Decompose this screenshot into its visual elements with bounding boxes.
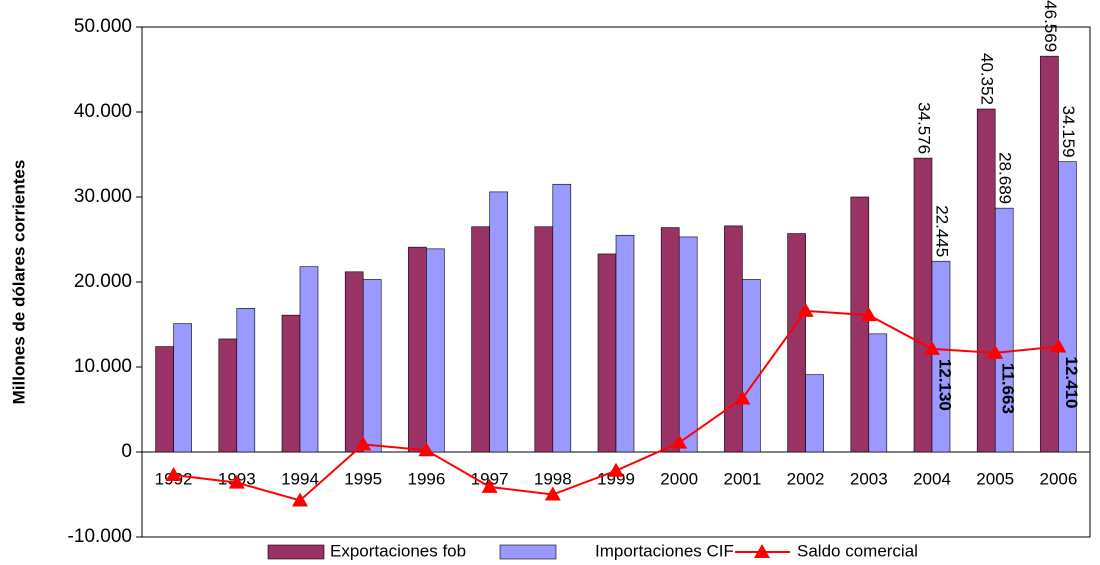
bar bbox=[787, 233, 806, 453]
legend-swatch bbox=[267, 544, 325, 560]
line-marker bbox=[860, 307, 877, 322]
x-tick-label: 1996 bbox=[407, 469, 445, 488]
line-marker bbox=[481, 478, 498, 493]
bar bbox=[597, 253, 617, 453]
bar-value-label: 34.576 bbox=[915, 102, 934, 154]
x-tick-label: 2002 bbox=[787, 469, 825, 488]
x-tick-label: 1998 bbox=[534, 469, 572, 488]
bar bbox=[913, 157, 933, 453]
line-marker bbox=[544, 486, 561, 501]
bar bbox=[218, 338, 238, 453]
y-tick-label: 30.000 bbox=[74, 186, 132, 207]
line-marker bbox=[165, 466, 182, 481]
bar bbox=[850, 196, 870, 453]
x-tick-label: 2000 bbox=[660, 469, 698, 488]
line-value-label: 12.410 bbox=[1062, 357, 1081, 409]
line-marker bbox=[797, 302, 814, 317]
x-tick-label: 2003 bbox=[850, 469, 888, 488]
x-tick-label: 2006 bbox=[1039, 469, 1077, 488]
bar bbox=[489, 191, 508, 453]
line-marker bbox=[987, 344, 1004, 359]
line-value-label: 12.130 bbox=[936, 359, 955, 411]
x-tick-label: 1995 bbox=[344, 469, 382, 488]
legend-label: Exportaciones fob bbox=[330, 541, 466, 560]
bar bbox=[173, 323, 192, 453]
line-marker bbox=[1050, 338, 1067, 353]
line-marker bbox=[355, 436, 372, 451]
bar bbox=[362, 279, 382, 453]
bar-value-label: 22.445 bbox=[933, 205, 952, 257]
bar-value-label: 34.159 bbox=[1059, 106, 1078, 158]
bar bbox=[742, 279, 761, 453]
x-tick-label: 2001 bbox=[723, 469, 761, 488]
x-tick-label: 1994 bbox=[281, 469, 319, 488]
line-value-label: 11.663 bbox=[999, 363, 1018, 414]
legend-label: Saldo comercial bbox=[797, 541, 918, 560]
bar bbox=[236, 308, 256, 453]
y-axis-label: Millones de dólares corrientes bbox=[9, 160, 28, 405]
y-tick-label: 0 bbox=[121, 441, 132, 462]
legend-label: Importaciones CIF bbox=[595, 541, 734, 560]
bar bbox=[408, 246, 427, 453]
y-tick-label: 20.000 bbox=[74, 271, 132, 292]
legend-swatch bbox=[499, 544, 557, 560]
bar bbox=[994, 207, 1014, 453]
x-tick-label: 2004 bbox=[913, 469, 951, 488]
y-tick-label: -10.000 bbox=[68, 526, 132, 547]
bar bbox=[660, 227, 680, 453]
bar-value-label: 46.569 bbox=[1041, 0, 1060, 52]
bar bbox=[1040, 55, 1059, 453]
bar bbox=[931, 260, 951, 453]
line-marker bbox=[228, 474, 245, 489]
bar bbox=[868, 333, 888, 453]
bar bbox=[534, 226, 554, 453]
line-marker bbox=[608, 462, 624, 477]
bar bbox=[678, 236, 698, 453]
bar bbox=[299, 266, 319, 453]
bar bbox=[1058, 161, 1077, 453]
bar bbox=[281, 314, 301, 453]
bar bbox=[805, 374, 824, 453]
bar-value-label: 40.352 bbox=[978, 53, 997, 105]
bar bbox=[615, 234, 635, 453]
y-tick-label: 10.000 bbox=[74, 356, 132, 377]
bar bbox=[976, 108, 996, 453]
bar bbox=[552, 183, 572, 453]
line-marker bbox=[671, 434, 688, 449]
bar bbox=[724, 225, 743, 453]
line-marker bbox=[734, 390, 751, 405]
line-marker bbox=[924, 340, 940, 355]
legend-swatch bbox=[754, 544, 770, 558]
line-marker bbox=[418, 442, 435, 457]
bar bbox=[426, 248, 445, 453]
y-tick-label: 50.000 bbox=[74, 16, 132, 37]
bar bbox=[471, 226, 490, 453]
bar bbox=[155, 346, 174, 453]
bar-value-label: 28.689 bbox=[996, 152, 1015, 204]
line-marker bbox=[292, 492, 308, 507]
x-tick-label: 2005 bbox=[976, 469, 1014, 488]
y-tick-label: 40.000 bbox=[74, 101, 132, 122]
bar bbox=[344, 271, 364, 453]
